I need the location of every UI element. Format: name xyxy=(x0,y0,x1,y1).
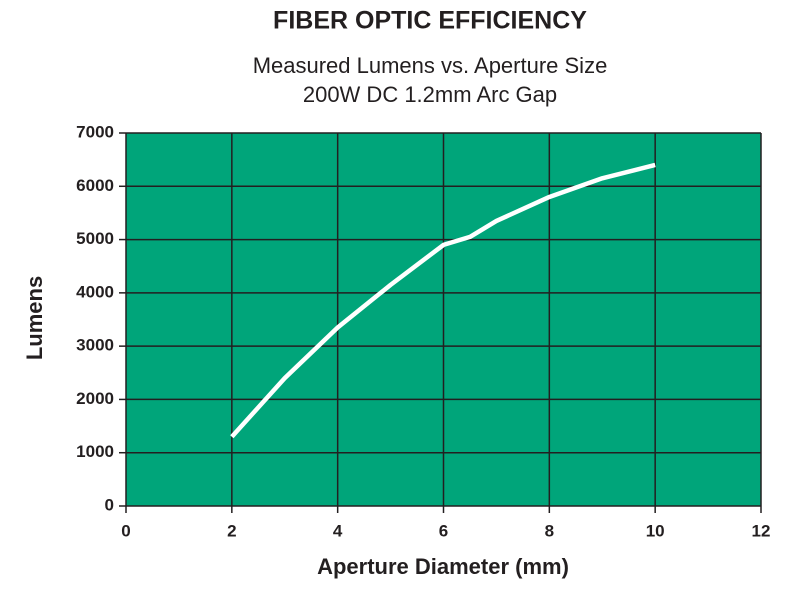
y-tick-label: 2000 xyxy=(76,389,114,408)
x-tick-label: 8 xyxy=(545,521,554,540)
y-tick-label: 5000 xyxy=(76,229,114,248)
x-tick-label: 10 xyxy=(646,521,665,540)
chart-subtitle: 200W DC 1.2mm Arc Gap xyxy=(303,82,557,107)
y-axis-label: Lumens xyxy=(22,276,47,360)
chart-title: FIBER OPTIC EFFICIENCY xyxy=(273,7,587,35)
y-tick-label: 3000 xyxy=(76,336,114,355)
x-tick-label: 12 xyxy=(752,521,771,540)
y-tick-label: 7000 xyxy=(76,122,114,141)
data-line xyxy=(230,162,656,439)
x-axis-label: Aperture Diameter (mm) xyxy=(317,554,569,579)
x-tick-label: 2 xyxy=(227,521,236,540)
y-tick-label: 6000 xyxy=(76,176,114,195)
x-tick-label: 0 xyxy=(121,521,130,540)
chart-subtitle: Measured Lumens vs. Aperture Size xyxy=(253,53,608,78)
x-tick-label: 6 xyxy=(439,521,448,540)
x-tick-label: 4 xyxy=(333,521,343,540)
y-tick-label: 1000 xyxy=(76,442,114,461)
y-tick-label: 4000 xyxy=(76,282,114,301)
y-tick-label: 0 xyxy=(105,495,114,514)
